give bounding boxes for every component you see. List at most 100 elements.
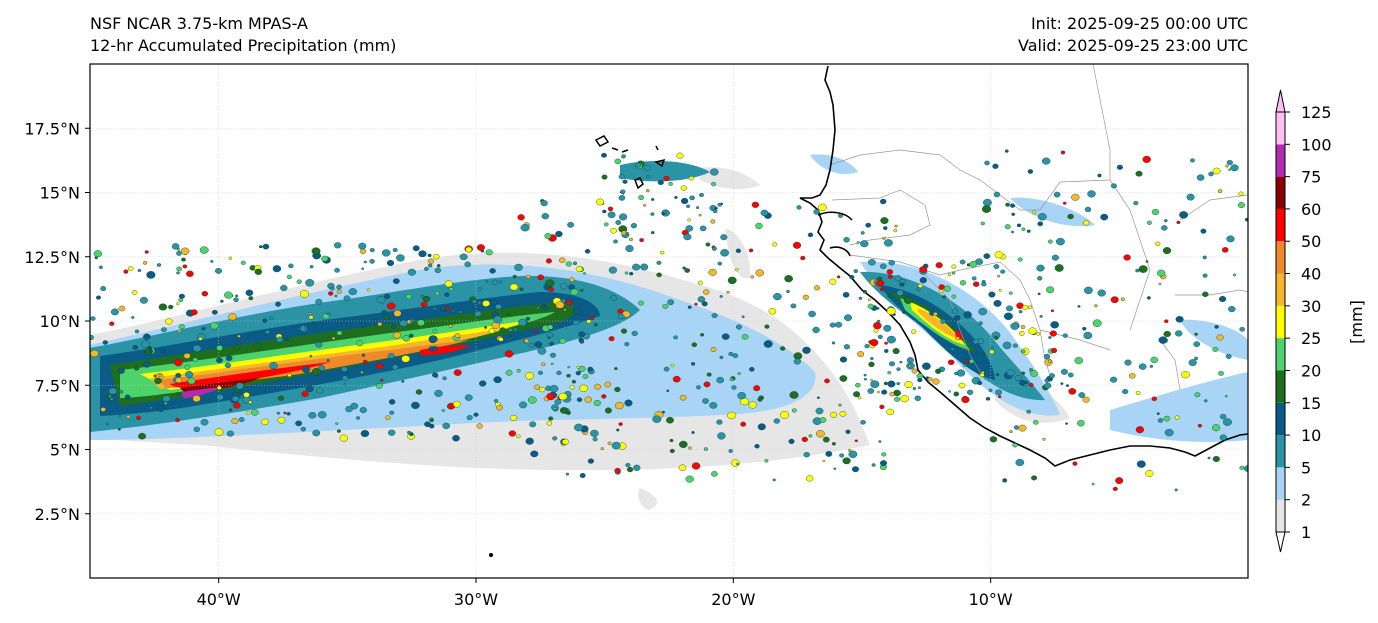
precip-cell [399, 319, 408, 327]
precip-cell [717, 202, 722, 207]
precip-cell [638, 300, 644, 306]
precip-cell [424, 421, 431, 428]
precip-cell [233, 402, 241, 409]
precip-cell [822, 436, 830, 443]
precip-cell [839, 453, 845, 458]
precip-cell [712, 209, 718, 214]
precip-cell [853, 269, 858, 273]
precip-cell [545, 279, 555, 288]
colorbar-segment [1276, 176, 1285, 209]
precip-cell [1083, 220, 1090, 226]
precip-cell [317, 411, 327, 419]
precip-cell [452, 435, 460, 442]
precip-cell [829, 322, 836, 328]
precip-cell [670, 364, 675, 368]
precip-cell [1163, 330, 1171, 338]
precip-cell [961, 396, 970, 404]
precip-cell [90, 349, 99, 358]
precip-cell [1037, 292, 1041, 296]
precip-cell [879, 404, 885, 410]
precip-cell [550, 362, 554, 366]
precip-cell [1221, 247, 1229, 253]
precip-cell [604, 381, 612, 388]
precip-cell [185, 371, 194, 378]
lat-tick-label: 2.5°N [35, 505, 80, 524]
precip-cell [899, 360, 903, 364]
precip-cell [361, 267, 365, 270]
precip-cell [839, 375, 848, 382]
precip-cell [231, 395, 239, 402]
precip-cell [1044, 382, 1052, 389]
precip-cell [1196, 174, 1205, 181]
precip-cell [614, 386, 621, 393]
precip-cell [860, 419, 866, 425]
precip-cell [998, 288, 1002, 292]
precip-cell [1197, 423, 1202, 428]
precip-cell [863, 377, 867, 381]
precip-cell [958, 382, 966, 389]
precip-cell [1156, 412, 1160, 416]
precip-cell [1157, 418, 1164, 423]
precip-cell [148, 349, 153, 353]
precip-cell [109, 321, 115, 326]
precip-cell [162, 395, 171, 402]
precip-cell [1202, 291, 1209, 297]
precip-cell [434, 324, 438, 327]
precip-cell [1002, 478, 1008, 483]
precip-cell [575, 266, 583, 272]
precip-cell [719, 355, 724, 360]
precip-cell [971, 276, 977, 281]
precip-cell [1155, 241, 1161, 247]
precip-cell [610, 295, 617, 301]
precip-cell [760, 209, 769, 217]
precip-cell [877, 276, 883, 281]
precip-cell [966, 389, 974, 395]
precip-cell [1015, 458, 1025, 467]
precip-cell [464, 261, 472, 268]
precip-cell [629, 272, 634, 276]
precip-cell [118, 415, 122, 418]
model-name: NSF NCAR 3.75-km MPAS-A [90, 14, 308, 33]
precip-cell [959, 280, 967, 286]
precip-cell [498, 337, 504, 342]
precip-cell [248, 400, 253, 404]
precip-cell [884, 341, 888, 345]
precip-cell [951, 271, 956, 275]
precip-cell [662, 303, 669, 309]
precip-cell [1082, 326, 1087, 331]
precip-cell [1097, 289, 1106, 297]
precip-cell [630, 223, 638, 229]
precip-cell [427, 258, 435, 264]
precip-cell [1212, 167, 1221, 175]
precip-cell [1048, 239, 1053, 244]
precip-cell [308, 315, 314, 320]
precip-cell [262, 318, 268, 323]
colorbar-tick-label: 125 [1301, 103, 1332, 122]
precip-cell [963, 364, 967, 368]
precip-cell [740, 421, 747, 427]
precip-cell [645, 189, 650, 193]
precip-cell [594, 383, 601, 390]
precip-cell [772, 242, 778, 247]
precip-cell [690, 362, 696, 366]
colorbar-tick-label: 75 [1301, 168, 1321, 187]
precip-cell [1011, 230, 1015, 234]
precip-cell [978, 308, 988, 316]
precip-cell [233, 297, 239, 303]
precip-cell [661, 212, 665, 216]
precip-cell [666, 416, 674, 424]
precip-cell [131, 289, 138, 295]
precip-cell [1226, 235, 1235, 243]
precip-cell [678, 464, 687, 471]
precip-cell [1212, 346, 1219, 352]
precip-cell [953, 314, 961, 321]
precip-cell [1151, 396, 1158, 401]
precip-cell [276, 411, 280, 415]
precip-cell [708, 268, 717, 276]
precip-cell [877, 334, 883, 339]
colorbar-tick-label: 25 [1301, 329, 1321, 348]
precip-cell [969, 359, 975, 364]
precip-cell [160, 327, 167, 333]
precip-cell [309, 265, 314, 269]
precip-cell [517, 214, 525, 221]
